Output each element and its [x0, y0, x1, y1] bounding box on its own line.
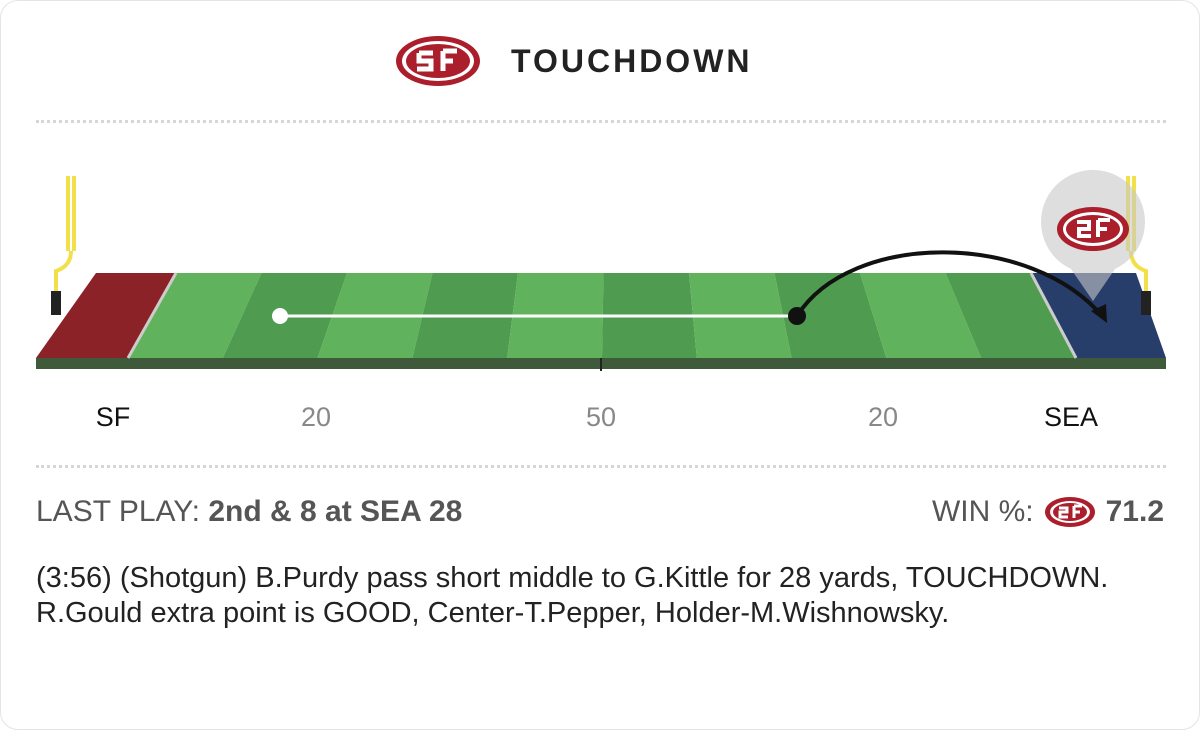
win-label: WIN %:	[931, 495, 1034, 528]
play-start	[272, 308, 288, 324]
arrow-head	[1091, 304, 1107, 323]
field-stripe	[774, 273, 887, 358]
header-logo	[396, 36, 480, 86]
goal-line	[1029, 272, 1078, 359]
pin-logo	[1077, 218, 1110, 238]
play-end	[788, 307, 806, 325]
play-title: TOUCHDOWN	[511, 43, 753, 79]
win-value: 71.2	[1105, 495, 1164, 528]
field-graphic	[36, 36, 1166, 371]
field-stripe	[860, 273, 982, 358]
endzone-sf	[36, 273, 176, 358]
pin-logo	[1066, 215, 1120, 243]
yard-label: 20	[300, 402, 332, 432]
divider	[36, 465, 1166, 468]
goalpost	[54, 176, 76, 296]
field-stripe	[945, 273, 1076, 358]
yard-label: SEA	[1043, 402, 1099, 432]
divider	[36, 120, 1166, 123]
win-probability: WIN %: 71.2	[932, 495, 1164, 529]
win-logo	[1044, 497, 1095, 527]
yard-label: 20	[867, 402, 899, 432]
last-play: LAST PLAY: 2nd & 8 at SEA 28	[36, 495, 462, 529]
goalpost-base	[51, 291, 61, 315]
goal-line	[126, 272, 178, 359]
play-description: (3:56) (Shotgun) B.Purdy pass short midd…	[36, 562, 1109, 629]
last-play-value: 2nd & 8 at SEA 28	[208, 495, 463, 528]
pass-arc	[795, 250, 1105, 319]
yard-label: SF	[95, 402, 131, 432]
field-stripe	[128, 273, 262, 358]
yard-label: 50	[585, 402, 617, 432]
goalpost-base	[1141, 291, 1151, 315]
last-play-label: LAST PLAY:	[36, 495, 200, 528]
